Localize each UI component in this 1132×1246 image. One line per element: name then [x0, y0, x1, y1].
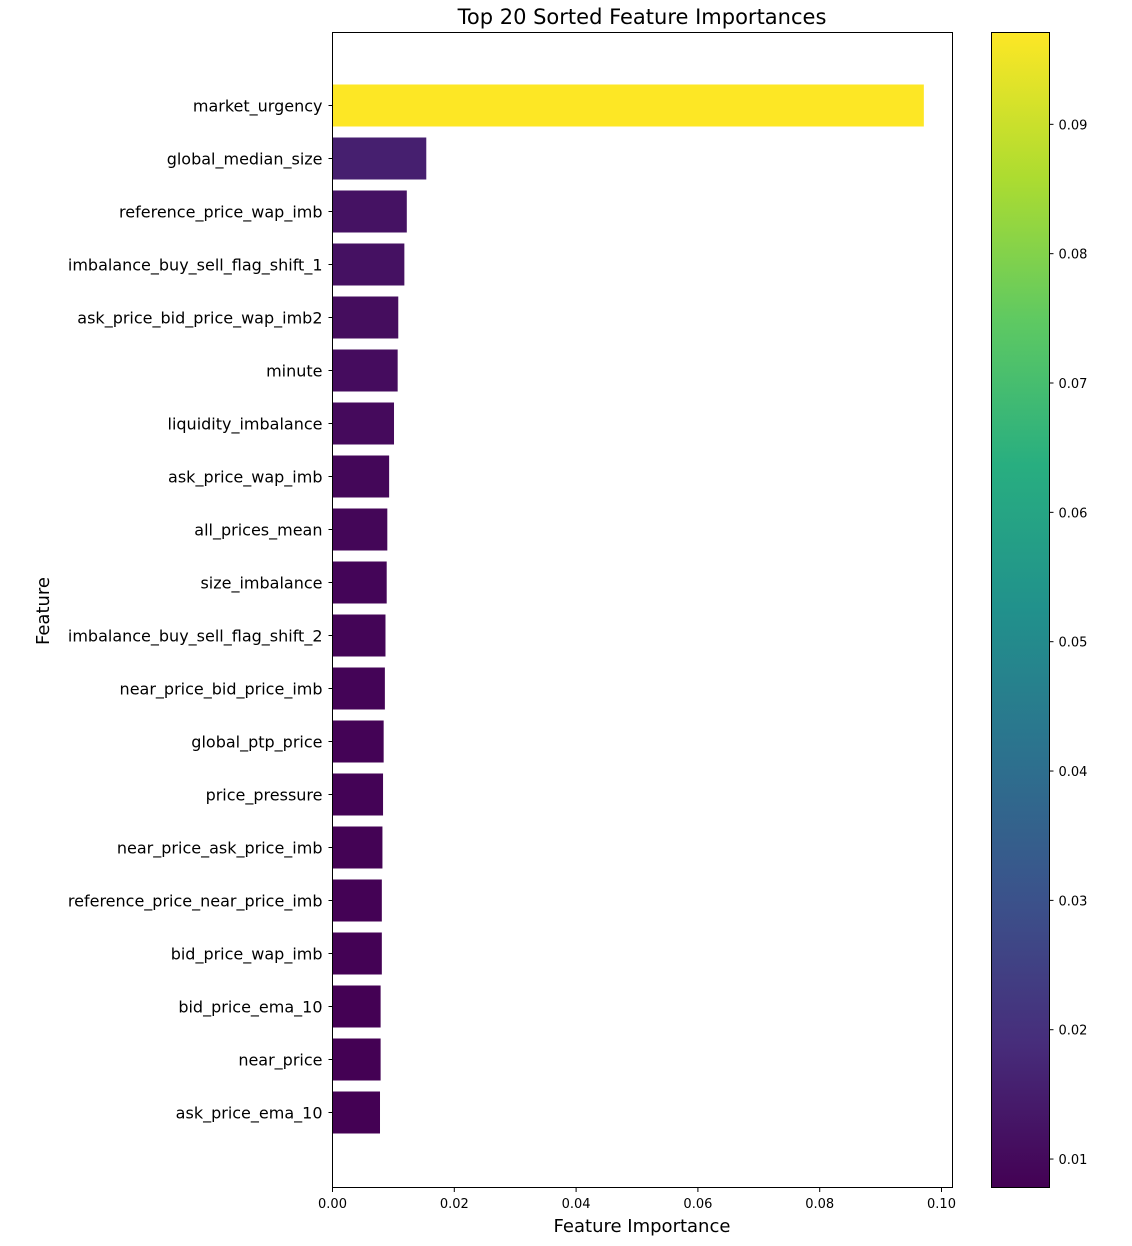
colorbar-tick-label: 0.09 — [1059, 118, 1088, 133]
category-label: ask_price_wap_imb — [168, 468, 322, 488]
category-label: all_prices_mean — [194, 521, 322, 541]
bar — [332, 1038, 381, 1081]
category-label: near_price — [238, 1051, 322, 1071]
category-label: ask_price_bid_price_wap_imb2 — [77, 309, 322, 329]
category-label: size_imbalance — [200, 574, 322, 594]
x-tick-label: 0.02 — [440, 1197, 469, 1212]
colorbar-tick-label: 0.03 — [1059, 894, 1088, 909]
category-labels: market_urgency global_median_size referenc… — [68, 97, 333, 1124]
category-label: near_price_ask_price_imb — [117, 839, 323, 859]
x-tick-label: 0.00 — [318, 1197, 347, 1212]
bar — [332, 720, 384, 763]
category-label: price_pressure — [206, 786, 323, 806]
colorbar-tick-label: 0.07 — [1059, 377, 1088, 392]
bar — [332, 296, 399, 339]
x-tick-label: 0.04 — [562, 1197, 591, 1212]
x-tick-label: 0.08 — [805, 1197, 834, 1212]
bar — [332, 84, 924, 127]
colorbar-tick-label: 0.06 — [1059, 506, 1088, 521]
bar — [332, 190, 407, 233]
bar — [332, 1091, 381, 1134]
bar — [332, 614, 386, 657]
category-label: minute — [266, 362, 322, 381]
bar — [332, 508, 388, 551]
x-axis-ticks: 0.00 0.02 0.04 0.06 0.08 0.10 — [318, 1187, 956, 1212]
colorbar-tick-label: 0.08 — [1059, 248, 1088, 263]
category-label: imbalance_buy_sell_flag_shift_2 — [68, 627, 323, 647]
category-label: global_median_size — [167, 150, 323, 170]
category-label: bid_price_ema_10 — [178, 998, 322, 1018]
bar — [332, 826, 383, 869]
bar — [332, 349, 398, 392]
colorbar-tick-label: 0.04 — [1059, 765, 1088, 780]
category-label: ask_price_ema_10 — [176, 1104, 323, 1124]
x-tick-label: 0.06 — [683, 1197, 712, 1212]
category-label: global_ptp_price — [191, 733, 322, 753]
category-label: reference_price_wap_imb — [119, 203, 322, 223]
colorbar-tick-label: 0.05 — [1059, 636, 1088, 651]
category-label: near_price_bid_price_imb — [120, 680, 323, 700]
bar — [332, 773, 384, 816]
colorbar-tick-label: 0.01 — [1059, 1153, 1088, 1168]
category-label: reference_price_near_price_imb — [68, 892, 323, 912]
x-tick-label: 0.10 — [927, 1197, 956, 1212]
x-axis-label: Feature Importance — [554, 1216, 731, 1237]
bar — [332, 667, 385, 710]
bar — [332, 561, 387, 604]
bar — [332, 985, 381, 1028]
plot-frame — [332, 32, 953, 1188]
bar — [332, 932, 382, 975]
chart-title: Top 20 Sorted Feature Importances — [457, 5, 827, 29]
category-label: liquidity_imbalance — [168, 415, 323, 435]
colorbar — [991, 32, 1050, 1188]
y-axis-label: Feature — [33, 577, 54, 645]
category-label: imbalance_buy_sell_flag_shift_1 — [68, 256, 323, 276]
bar — [332, 455, 390, 498]
bar — [332, 243, 405, 286]
bar — [332, 402, 395, 445]
colorbar-ticks: 0.01 0.02 0.03 0.04 0.05 0.06 0.07 0.08 0.09 — [1049, 118, 1088, 1168]
colorbar-tick-label: 0.02 — [1059, 1024, 1088, 1039]
bar — [332, 137, 427, 180]
category-label: market_urgency — [193, 97, 323, 117]
bars-layer — [332, 84, 924, 1134]
bar — [332, 879, 382, 922]
category-label: bid_price_wap_imb — [171, 945, 323, 965]
